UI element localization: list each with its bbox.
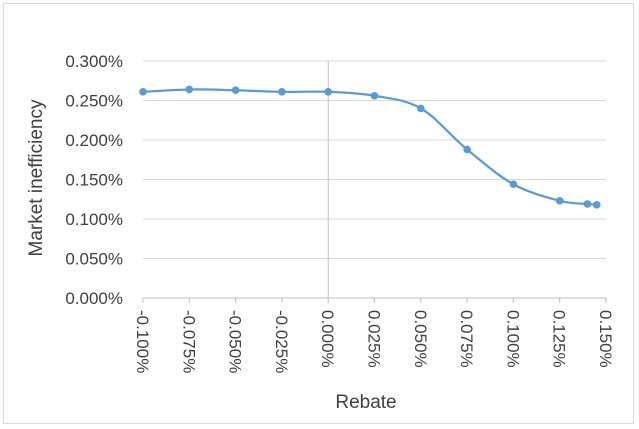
- gridlines: [143, 60, 606, 259]
- series-line: [142, 88, 597, 206]
- y-tick-label: 0.200%: [65, 131, 123, 150]
- data-point: [139, 88, 147, 96]
- x-tick-label: 0.075%: [457, 310, 476, 368]
- x-tick-label: -0.050%: [226, 310, 245, 373]
- data-point: [231, 86, 240, 95]
- chart-area: [3, 3, 634, 424]
- y-axis-title: Market inefficiency: [26, 99, 47, 256]
- x-tick-label: 0.000%: [318, 310, 337, 368]
- x-axis-title: Rebate: [335, 392, 396, 413]
- data-point: [185, 85, 194, 94]
- x-tick-label: 0.025%: [365, 310, 384, 368]
- data-point: [463, 145, 471, 154]
- x-tick-label: -0.025%: [272, 310, 291, 373]
- data-point: [370, 91, 379, 100]
- data-point: [555, 197, 564, 205]
- x-axis-tick-labels: -0.100% -0.075% -0.050% -0.025% 0.000% 0.025%…: [133, 310, 615, 373]
- x-tick-label: -0.100%: [133, 310, 152, 373]
- y-axis-tick-labels: 0.000% 0.050% 0.100% 0.150% 0.200% 0.250% 0.30…: [65, 52, 123, 308]
- data-point: [509, 180, 518, 189]
- x-tick-label: 0.100%: [503, 310, 522, 368]
- series-group: [139, 85, 601, 209]
- x-tick-label: 0.050%: [411, 310, 430, 368]
- data-point: [278, 88, 286, 96]
- y-tick-label: 0.100%: [65, 210, 123, 229]
- y-tick-label: 0.150%: [65, 171, 123, 190]
- x-tick-label: -0.075%: [179, 310, 198, 373]
- data-point: [583, 200, 592, 208]
- axes: [142, 61, 607, 303]
- y-tick-label: 0.250%: [65, 92, 123, 111]
- data-point: [417, 104, 425, 113]
- x-tick-label: 0.150%: [596, 310, 615, 368]
- y-tick-label: 0.050%: [65, 250, 123, 269]
- data-point: [592, 200, 601, 209]
- x-tick-label: 0.125%: [550, 310, 569, 368]
- y-tick-label: 0.000%: [65, 289, 123, 308]
- data-point: [324, 88, 333, 96]
- y-tick-label: 0.300%: [65, 52, 123, 71]
